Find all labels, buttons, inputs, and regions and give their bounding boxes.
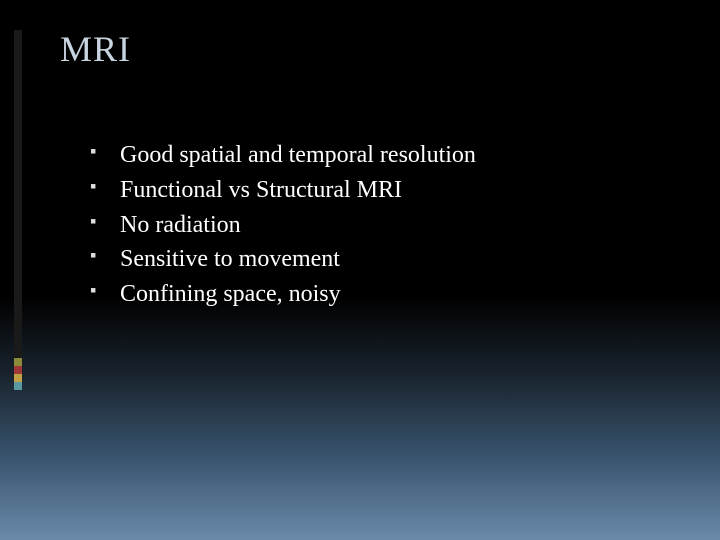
accent-segment [14,374,22,382]
accent-segment [14,382,22,390]
bullet-item: Good spatial and temporal resolution [90,138,476,173]
bullet-list: Good spatial and temporal resolution Fun… [90,138,476,312]
accent-segment [14,30,22,358]
slide-title: MRI [60,28,131,70]
bullet-item: Confining space, noisy [90,277,476,312]
bullet-item: Functional vs Structural MRI [90,173,476,208]
accent-segment [14,366,22,374]
bullet-item: No radiation [90,208,476,243]
accent-segment [14,358,22,366]
bullet-item: Sensitive to movement [90,242,476,277]
accent-bar [14,30,22,390]
